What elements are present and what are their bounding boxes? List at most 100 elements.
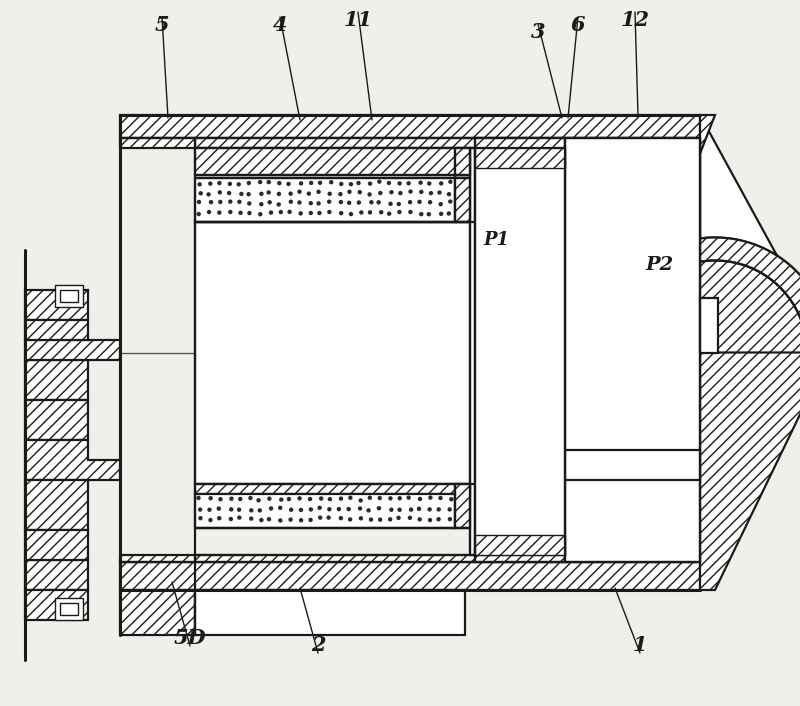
Circle shape	[379, 191, 382, 195]
Bar	[565, 138, 700, 562]
Circle shape	[367, 509, 370, 512]
Circle shape	[267, 181, 270, 184]
Polygon shape	[120, 138, 195, 148]
Circle shape	[229, 210, 232, 213]
Circle shape	[390, 191, 393, 193]
Circle shape	[267, 191, 270, 194]
Circle shape	[260, 203, 263, 205]
Polygon shape	[25, 360, 88, 400]
Bar	[195, 222, 570, 484]
Bar	[565, 450, 700, 480]
Circle shape	[309, 518, 312, 522]
Polygon shape	[25, 480, 88, 530]
Circle shape	[388, 213, 390, 215]
Text: 12: 12	[621, 10, 650, 30]
Polygon shape	[25, 440, 120, 480]
Bar	[60, 290, 78, 302]
Circle shape	[328, 201, 330, 203]
Bar	[470, 148, 475, 555]
Circle shape	[250, 517, 253, 520]
Text: 5D: 5D	[174, 628, 206, 648]
Circle shape	[289, 518, 292, 521]
Bar	[475, 148, 565, 555]
Circle shape	[238, 516, 241, 519]
Circle shape	[447, 193, 450, 196]
Polygon shape	[195, 138, 700, 148]
Circle shape	[397, 516, 400, 520]
Text: 11: 11	[343, 10, 373, 30]
Polygon shape	[455, 178, 470, 222]
Circle shape	[428, 182, 430, 185]
Circle shape	[430, 191, 433, 195]
Circle shape	[449, 180, 452, 184]
Circle shape	[409, 190, 412, 193]
Circle shape	[218, 191, 222, 194]
Circle shape	[208, 508, 211, 511]
Circle shape	[230, 517, 232, 520]
Circle shape	[209, 497, 212, 500]
Circle shape	[450, 498, 453, 501]
Circle shape	[250, 509, 253, 512]
Circle shape	[278, 203, 280, 206]
Circle shape	[348, 191, 351, 193]
Circle shape	[328, 508, 331, 510]
Circle shape	[349, 496, 352, 499]
Circle shape	[279, 519, 282, 522]
Circle shape	[368, 496, 371, 499]
Circle shape	[350, 213, 353, 215]
Circle shape	[339, 193, 342, 196]
Circle shape	[287, 182, 290, 186]
Circle shape	[280, 498, 283, 501]
Circle shape	[440, 213, 442, 215]
Circle shape	[448, 517, 451, 520]
Circle shape	[429, 201, 431, 204]
Circle shape	[219, 498, 222, 501]
Bar	[55, 598, 83, 620]
Text: 5: 5	[154, 15, 170, 35]
Circle shape	[199, 192, 202, 195]
Circle shape	[369, 182, 371, 185]
Circle shape	[199, 517, 202, 520]
Bar	[700, 298, 718, 353]
Circle shape	[270, 211, 273, 214]
Circle shape	[299, 182, 302, 185]
Circle shape	[230, 497, 233, 500]
Circle shape	[449, 200, 452, 203]
Circle shape	[310, 508, 312, 511]
Circle shape	[409, 210, 412, 213]
Circle shape	[289, 192, 292, 195]
Circle shape	[359, 517, 362, 520]
Bar	[195, 178, 455, 222]
Circle shape	[348, 201, 350, 204]
Circle shape	[287, 498, 290, 501]
Text: P2: P2	[646, 256, 674, 274]
Circle shape	[227, 191, 230, 195]
Circle shape	[368, 193, 371, 196]
Circle shape	[228, 182, 231, 186]
Circle shape	[387, 181, 390, 184]
Circle shape	[307, 192, 310, 195]
Circle shape	[437, 517, 440, 521]
Circle shape	[318, 212, 321, 215]
Circle shape	[407, 181, 410, 185]
Circle shape	[290, 508, 293, 511]
Polygon shape	[475, 535, 565, 555]
Circle shape	[279, 210, 282, 214]
Circle shape	[278, 506, 282, 509]
Circle shape	[258, 181, 262, 184]
Circle shape	[317, 202, 320, 205]
Circle shape	[320, 497, 322, 500]
Circle shape	[420, 213, 422, 215]
Circle shape	[378, 507, 381, 510]
Polygon shape	[120, 555, 195, 562]
Polygon shape	[195, 484, 470, 494]
Circle shape	[358, 507, 362, 510]
Circle shape	[257, 498, 260, 502]
Circle shape	[429, 519, 431, 522]
Circle shape	[328, 498, 331, 501]
Circle shape	[439, 203, 442, 205]
Circle shape	[229, 200, 232, 203]
Circle shape	[340, 212, 342, 215]
Circle shape	[247, 193, 250, 196]
Circle shape	[418, 517, 421, 521]
